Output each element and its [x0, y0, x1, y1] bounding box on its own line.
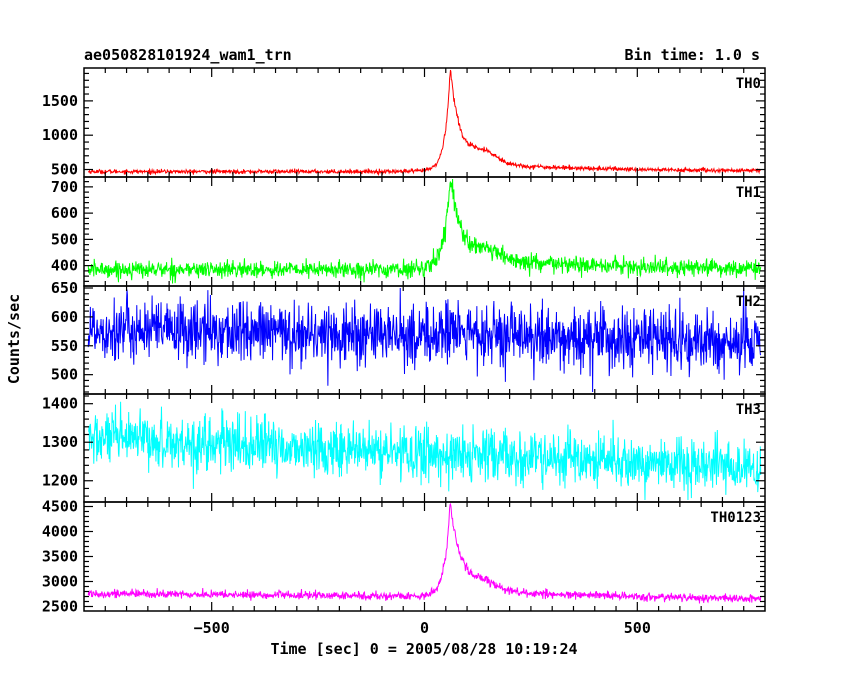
panel-frame — [83, 67, 766, 178]
panel-label-th2: TH2 — [736, 294, 761, 310]
series-line-th1 — [87, 178, 762, 284]
panel-th2: 500 550 600 650 TH2 — [51, 279, 766, 395]
y-tick-label: 3000 — [42, 573, 78, 591]
y-tick-label: 500 — [51, 161, 78, 179]
y-tick-label: 650 — [51, 279, 78, 297]
y-tick-label: 1500 — [42, 92, 78, 110]
chart-title: ae050828101924_wam1_trn — [84, 46, 292, 64]
panel-label-th1: TH1 — [736, 185, 761, 201]
y-tick-label: 550 — [51, 337, 78, 355]
y-tick-label: 1000 — [42, 126, 78, 144]
x-axis-label: Time [sec] 0 = 2005/08/28 10:19:24 — [270, 640, 577, 658]
bin-time-label: Bin time: 1.0 s — [625, 46, 760, 64]
y-tick-label: 600 — [51, 308, 78, 326]
y-tick-label: 4000 — [42, 523, 78, 541]
series-line-th2 — [87, 287, 762, 393]
series-line-th3 — [88, 401, 762, 501]
y-tick-label: 700 — [51, 178, 78, 196]
panel-th3: 1200 1300 1400 TH3 — [42, 393, 766, 503]
panel-th1: 400 500 600 700 TH1 — [51, 176, 766, 287]
x-tick-labels: −500 0 500 — [194, 619, 651, 637]
panel-label-th0: TH0 — [736, 76, 761, 92]
y-tick-label: 3500 — [42, 548, 78, 566]
panel-th0123: 2500 3000 3500 4000 4500 TH0123 — [42, 498, 766, 616]
panels-group: 500 1000 1500 TH0 400 500 600 700 TH1 500 550 600 65… — [42, 67, 766, 616]
y-tick-label: 600 — [51, 204, 78, 222]
y-tick-label: 500 — [51, 230, 78, 248]
y-tick-label: 1200 — [42, 472, 78, 490]
series-line-th0 — [87, 69, 761, 177]
y-tick-label: 1300 — [42, 433, 78, 451]
y-tick-label: 500 — [51, 366, 78, 384]
y-tick-label: 2500 — [42, 598, 78, 616]
series-line-th0123 — [87, 502, 762, 604]
panel-label-th3: TH3 — [736, 402, 761, 418]
x-tick-label: 500 — [624, 619, 651, 637]
y-axis-label: Counts/sec — [5, 294, 23, 384]
y-tick-label: 4500 — [42, 498, 78, 516]
x-tick-label: −500 — [194, 619, 230, 637]
y-tick-label: 1400 — [42, 395, 78, 413]
panel-label-th0123: TH0123 — [710, 510, 761, 526]
panel-th0: 500 1000 1500 TH0 — [42, 67, 766, 179]
y-tick-label: 400 — [51, 257, 78, 275]
x-tick-label: 0 — [420, 619, 429, 637]
